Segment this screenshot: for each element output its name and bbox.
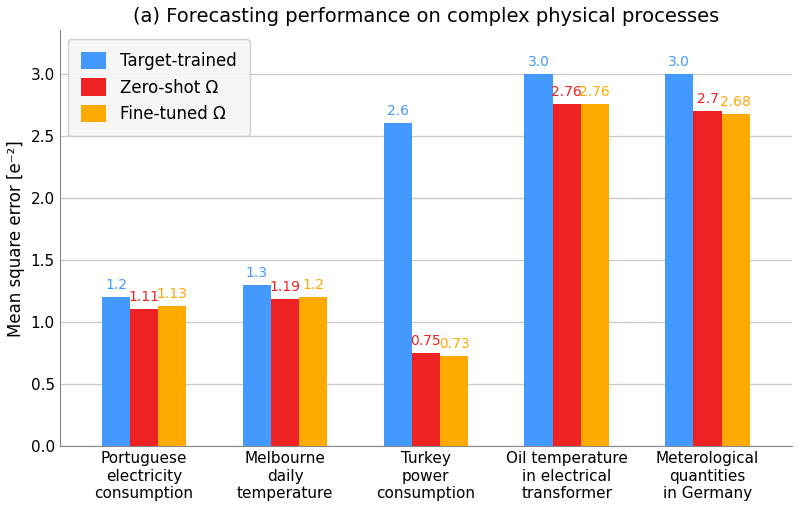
Bar	[271, 299, 299, 447]
Bar	[243, 285, 271, 447]
Text: 1.11: 1.11	[129, 290, 160, 304]
Text: 2.76: 2.76	[551, 85, 582, 99]
Bar	[524, 74, 553, 447]
Text: 1.13: 1.13	[157, 287, 188, 301]
Bar	[721, 113, 749, 447]
Text: 3.0: 3.0	[527, 55, 550, 69]
Text: 0.73: 0.73	[439, 337, 469, 351]
Text: 2.7: 2.7	[697, 92, 718, 106]
Bar	[666, 74, 694, 447]
Bar	[440, 356, 468, 447]
Text: 2.6: 2.6	[387, 105, 408, 118]
Text: 1.2: 1.2	[302, 278, 324, 293]
Bar	[130, 308, 158, 447]
Text: 2.68: 2.68	[720, 94, 751, 109]
Bar	[553, 104, 581, 447]
Y-axis label: Mean square error [e⁻²]: Mean square error [e⁻²]	[7, 140, 25, 337]
Bar	[158, 306, 186, 447]
Text: 2.76: 2.76	[579, 85, 610, 99]
Text: 1.3: 1.3	[246, 266, 268, 280]
Legend: Target-trained, Zero-shot Ω, Fine-tuned Ω: Target-trained, Zero-shot Ω, Fine-tuned …	[68, 39, 250, 137]
Bar	[411, 353, 440, 447]
Text: 0.75: 0.75	[411, 334, 441, 348]
Title: (a) Forecasting performance on complex physical processes: (a) Forecasting performance on complex p…	[133, 7, 719, 26]
Text: 3.0: 3.0	[669, 55, 690, 69]
Bar	[694, 111, 721, 447]
Text: 1.2: 1.2	[105, 278, 127, 293]
Bar	[581, 104, 609, 447]
Bar	[384, 123, 411, 447]
Text: 1.19: 1.19	[269, 279, 300, 294]
Bar	[101, 297, 130, 447]
Bar	[299, 297, 328, 447]
